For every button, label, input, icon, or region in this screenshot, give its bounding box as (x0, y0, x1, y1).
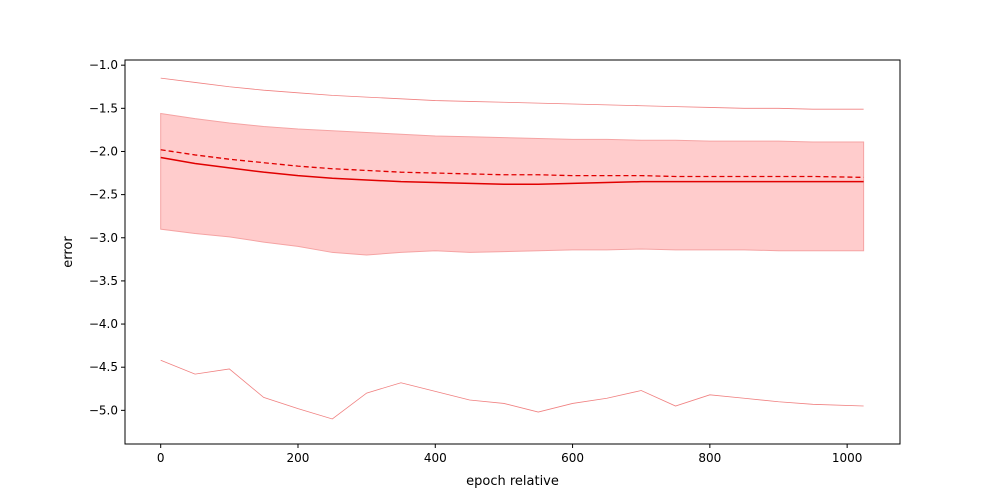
y-tick-label: −3.5 (89, 274, 118, 288)
series-line-solid (160, 156, 864, 186)
series-line-thin-lower (160, 359, 864, 420)
x-tick-label: 400 (424, 451, 447, 465)
x-tick-label: 0 (157, 451, 165, 465)
plot-area (160, 77, 865, 420)
x-tick-label: 600 (561, 451, 584, 465)
x-tick-label: 200 (287, 451, 310, 465)
series-line-dashed (160, 149, 864, 179)
series-line-thin-upper (160, 77, 864, 110)
y-tick-label: −4.5 (89, 360, 118, 374)
x-tick-label: 1000 (832, 451, 863, 465)
axes: 0 200 400 600 800 1000 −1.0 −1.5 −2.0 −2.5 −3.0 −3.… (89, 58, 901, 465)
y-tick-label: −2.5 (89, 188, 118, 202)
y-axis-label: error (61, 236, 76, 268)
y-tick-label: −1.5 (89, 101, 118, 115)
y-tick-label: −4.0 (89, 317, 118, 331)
y-tick-label: −1.0 (89, 58, 118, 72)
axes-frame (124, 59, 901, 445)
y-tick-label: −2.0 (89, 144, 118, 158)
y-tick-label: −5.0 (89, 403, 118, 417)
y-tick-label: −3.0 (89, 231, 118, 245)
x-tick-label: 800 (698, 451, 721, 465)
x-axis-label: epoch relative (466, 474, 559, 489)
